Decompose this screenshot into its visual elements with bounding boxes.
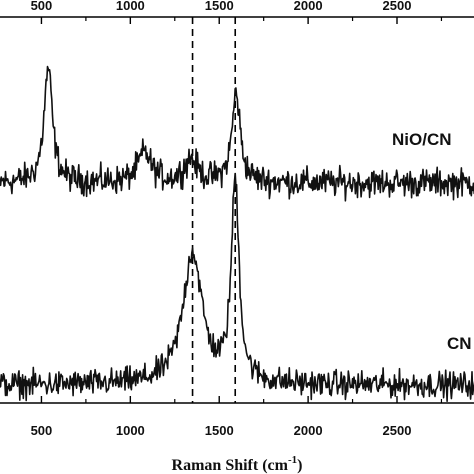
top-tick-label: 2000 (294, 0, 323, 13)
series-label-cn: CN (447, 334, 472, 353)
series-group (0, 65, 474, 402)
top-axis: 500 1000 1500 2000 2500 (31, 0, 443, 24)
top-tick-label: 1500 (205, 0, 234, 13)
bottom-tick-label: 1500 (205, 423, 234, 438)
series-line-nio-cn (0, 65, 474, 202)
plot-frame (0, 16, 474, 404)
bottom-tick-label: 500 (31, 423, 53, 438)
bottom-tick-label: 1000 (116, 423, 145, 438)
top-tick-label: 2500 (383, 0, 412, 13)
x-axis-title: Raman Shift (cm-1) (172, 454, 303, 474)
bottom-tick-label: 2000 (294, 423, 323, 438)
top-tick-label: 1000 (116, 0, 145, 13)
bottom-axis: 500 1000 1500 2000 2500 (31, 396, 443, 438)
series-line-cn (0, 172, 474, 402)
top-tick-label: 500 (31, 0, 53, 13)
bottom-tick-label: 2500 (383, 423, 412, 438)
series-label-nio-cn: NiO/CN (392, 130, 452, 149)
reference-lines (191, 17, 237, 403)
